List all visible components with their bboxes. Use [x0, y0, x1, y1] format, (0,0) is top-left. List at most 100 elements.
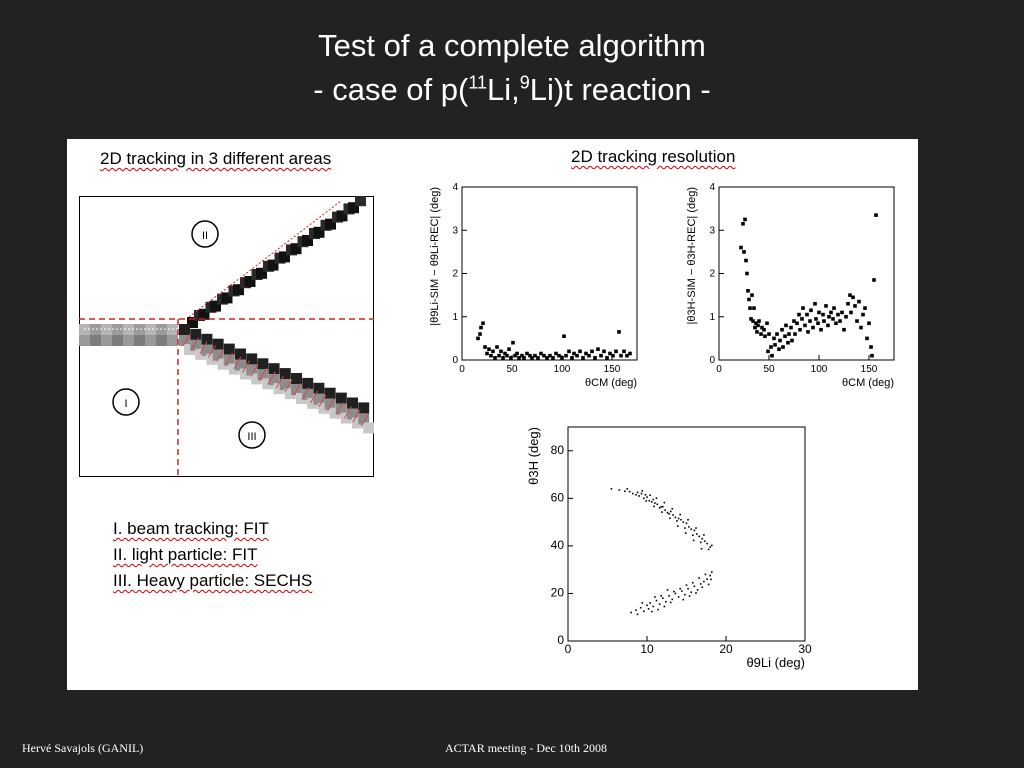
data-point	[509, 356, 513, 360]
data-point	[793, 332, 797, 336]
pad-cell	[335, 392, 347, 404]
data-point	[658, 603, 661, 605]
y-tick-label: 2	[452, 269, 458, 280]
data-point	[478, 332, 482, 336]
pad-cell	[352, 417, 363, 429]
data-point	[762, 327, 766, 332]
data-point	[646, 604, 648, 607]
data-point	[685, 522, 688, 525]
data-point	[742, 250, 746, 254]
heavy-hatch	[233, 356, 242, 370]
data-point	[821, 312, 825, 317]
data-point	[503, 351, 507, 356]
data-point	[795, 321, 799, 326]
data-point	[743, 217, 747, 222]
pad-cell	[179, 324, 190, 335]
data-point	[507, 347, 511, 351]
data-point	[803, 323, 807, 328]
data-point	[813, 301, 817, 306]
pad-cell	[347, 408, 358, 420]
legend-beam-tracking: I. beam tracking: FIT	[113, 519, 269, 538]
y-tick-label: 2	[709, 269, 715, 280]
x-tick-label: 30	[798, 642, 812, 656]
subtitle-sup-11: 11	[468, 72, 488, 93]
data-point	[665, 600, 667, 603]
pad-cell	[302, 388, 314, 400]
data-point	[861, 312, 865, 317]
kinematics-plot: 0 10 20 30 0 20 40 60 80 θ9Li (deg) θ3H (deg)	[526, 426, 812, 670]
data-point	[688, 526, 690, 528]
pad-cell	[244, 276, 256, 287]
pad-cell	[267, 259, 279, 271]
pad-cell	[112, 335, 123, 346]
data-point	[846, 301, 850, 306]
data-point	[831, 317, 835, 321]
data-point	[680, 518, 682, 521]
y-axis-label: |θ3H-SIM − θ3H-REC| (deg)	[686, 187, 698, 324]
legend-heavy-particle: III. Heavy particle: SECHS	[113, 571, 313, 590]
data-point	[805, 312, 809, 317]
data-point	[674, 516, 677, 519]
data-point	[690, 591, 693, 594]
data-point	[685, 584, 688, 586]
pad-cell	[206, 353, 218, 365]
heavy-hatch	[293, 383, 301, 396]
pad-cell	[187, 317, 198, 328]
data-point	[687, 587, 689, 590]
heavy-hatch	[250, 364, 259, 377]
data-point	[707, 548, 710, 551]
pad-cell	[347, 397, 358, 409]
pad-cell	[101, 324, 112, 335]
data-point	[513, 353, 517, 358]
pad-cell	[355, 196, 366, 207]
resolution-9li-plot: 0 50 100 150 0 1 2 3 4 θCM (deg) |θ9Li-SIM − θ9Li-…	[429, 182, 638, 389]
data-point	[829, 310, 833, 315]
pad-cell	[257, 358, 269, 370]
heavy-hatch	[352, 409, 361, 423]
data-point	[809, 308, 813, 313]
data-point	[638, 495, 640, 497]
data-point	[630, 611, 632, 614]
left-heading: 2D tracking in 3 different areas	[100, 149, 332, 168]
data-point	[741, 221, 745, 226]
data-point	[822, 319, 826, 323]
pad-cell	[101, 335, 112, 346]
pad-cell	[228, 363, 240, 375]
data-point	[751, 319, 755, 323]
data-point	[706, 578, 708, 580]
data-point	[655, 497, 658, 499]
data-point	[851, 295, 855, 300]
resolution-3h-plot: 0 50 100 150 0 1 2 3 4 θCM (deg) |θ3H-SIM − θ3H-RE…	[686, 182, 895, 389]
data-point	[684, 532, 687, 534]
data-point	[560, 356, 564, 360]
pad-cell	[279, 368, 291, 380]
data-point	[773, 343, 777, 347]
data-point	[649, 602, 651, 604]
pad-cell	[221, 292, 233, 304]
pad-cell	[324, 387, 336, 399]
y-tick-label: 20	[551, 585, 565, 599]
data-point	[476, 336, 480, 341]
data-point	[744, 258, 748, 263]
data-point	[654, 502, 656, 504]
data-point	[692, 581, 694, 584]
pad-cell	[290, 243, 302, 255]
pad-cell	[201, 344, 213, 356]
subtitle-sup-9: 9	[519, 72, 530, 93]
data-point	[692, 534, 694, 536]
pad-cell	[235, 359, 246, 371]
data-point	[479, 325, 483, 330]
plot-frame	[567, 426, 806, 642]
data-point	[693, 529, 696, 532]
data-point	[682, 598, 685, 601]
data-point	[610, 488, 613, 490]
x-tick-label: 0	[459, 364, 465, 375]
data-point	[676, 520, 678, 522]
pad-cell	[184, 344, 195, 355]
data-point	[575, 353, 579, 358]
data-point	[658, 507, 661, 509]
pad-cell	[251, 373, 263, 385]
data-point	[587, 353, 591, 358]
pad-cell	[358, 402, 370, 414]
pad-cell	[240, 368, 251, 380]
